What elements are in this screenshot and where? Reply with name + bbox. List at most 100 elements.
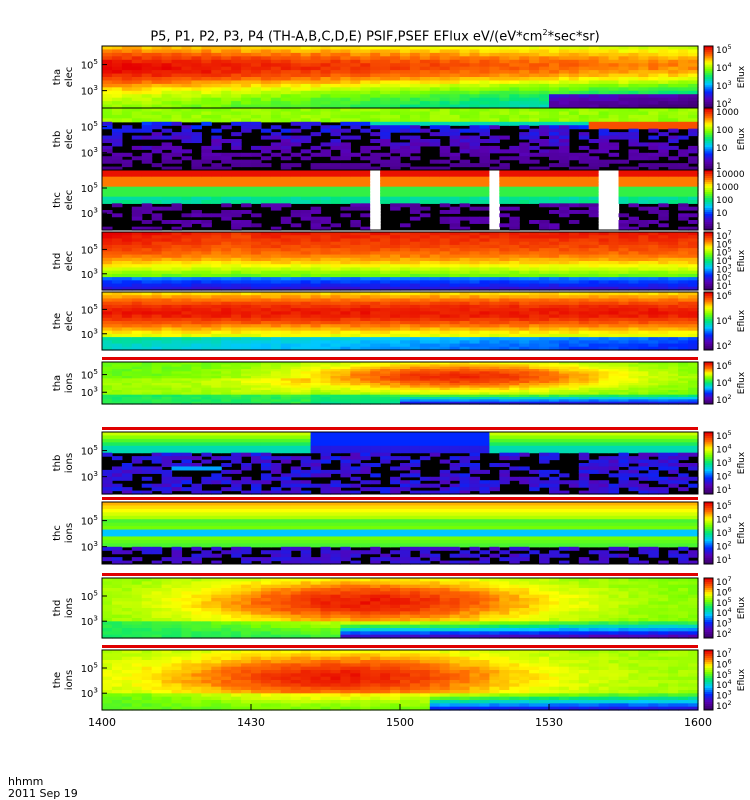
spectrogram-cell — [668, 63, 679, 68]
spectrogram-cell — [479, 273, 490, 278]
spectrogram-cell — [549, 267, 560, 272]
spectrogram-cell — [598, 46, 610, 51]
spectrogram-cell — [479, 327, 490, 332]
spectrogram-cell — [320, 173, 332, 178]
spectrogram-cell — [241, 340, 252, 345]
spectrogram-cell — [539, 63, 550, 68]
spectrogram-cell — [161, 232, 173, 236]
spectrogram-cell — [638, 220, 649, 224]
spectrogram-cell — [688, 49, 699, 54]
spectrogram-cell — [270, 317, 282, 322]
spectrogram-cell — [400, 314, 411, 319]
spectrogram-cell — [608, 210, 620, 214]
spectrogram-cell — [340, 324, 351, 329]
spectrogram-cell — [270, 176, 282, 181]
spectrogram-cell — [370, 257, 381, 262]
spectrogram-cell — [648, 190, 659, 194]
spectrogram-cell — [151, 49, 163, 54]
spectrogram-cell — [419, 139, 431, 144]
spectrogram-cell — [151, 280, 163, 285]
spectrogram-cell — [578, 186, 590, 191]
spectrogram-cell — [151, 295, 163, 300]
spectrogram-cell — [201, 186, 212, 191]
spectrogram-cell — [449, 80, 461, 85]
spectrogram-cell — [141, 203, 153, 208]
spectrogram-cell — [499, 176, 510, 181]
spectrogram-cell — [191, 125, 202, 130]
spectrogram-cell — [449, 324, 461, 329]
spectrogram-cell — [658, 311, 669, 316]
spectrogram-cell — [211, 317, 222, 322]
spectrogram-cell — [419, 232, 431, 236]
colorbar-segment — [704, 200, 713, 203]
spectrogram-cell — [558, 56, 570, 61]
spectrogram-cell — [568, 176, 580, 181]
spectrogram-cell — [280, 241, 292, 246]
spectrogram-cell — [429, 59, 441, 64]
spectrogram-cell — [181, 308, 192, 312]
spectrogram-cell — [598, 149, 610, 154]
spectrogram-cell — [539, 273, 550, 278]
spectrogram-cell — [608, 118, 620, 123]
spectrogram-cell — [231, 59, 242, 64]
spectrogram-cell — [201, 156, 212, 161]
spectrogram-cell — [350, 337, 361, 341]
spectrogram-cell — [280, 49, 292, 54]
spectrogram-cell — [260, 321, 272, 325]
spectrogram-cell — [658, 66, 669, 71]
spectrogram-cell — [231, 235, 242, 240]
spectrogram-cell — [350, 193, 361, 198]
spectrogram-cell — [429, 80, 441, 85]
spectrogram-cell — [141, 156, 153, 161]
spectrogram-cell — [191, 190, 202, 194]
spectrogram-cell — [499, 283, 510, 288]
spectrogram-cell — [628, 70, 639, 75]
spectrogram-cell — [409, 52, 421, 57]
spectrogram-cell — [310, 267, 322, 272]
spectrogram-cell — [459, 46, 471, 51]
spectrogram-cell — [519, 186, 530, 191]
spectrogram-cell — [409, 244, 421, 249]
spectrogram-cell — [231, 193, 242, 198]
spectrogram-cell — [648, 330, 659, 335]
spectrogram-cell — [588, 170, 600, 174]
colorbar-segment — [704, 322, 713, 326]
spectrogram-cell — [618, 66, 630, 71]
spectrogram-cell — [330, 346, 341, 351]
spectrogram-cell — [340, 244, 351, 249]
spectrogram-cell — [479, 156, 490, 161]
spectrogram-cell — [330, 90, 341, 95]
spectrogram-cell — [400, 128, 411, 133]
colorbar-segment — [704, 85, 713, 88]
spectrogram-cell — [400, 301, 411, 306]
spectrogram-cell — [638, 94, 649, 99]
spectrogram-cell — [568, 111, 580, 116]
spectrogram-cell — [509, 301, 520, 306]
spectrogram-cell — [181, 183, 192, 188]
spectrogram-cell — [499, 254, 510, 259]
spectrogram-cell — [489, 46, 500, 51]
spectrogram-cell — [509, 190, 520, 194]
spectrogram-cell — [102, 362, 113, 365]
spectrogram-cell — [598, 223, 610, 228]
spectrogram-cell — [419, 190, 431, 194]
spectrogram-cell — [151, 346, 163, 351]
spectrogram-cell — [479, 125, 490, 130]
spectrogram-cell — [628, 114, 639, 119]
spectrogram-cell — [320, 108, 332, 113]
spectrogram-cell — [539, 330, 550, 335]
spectrogram-cell — [370, 311, 381, 316]
spectrogram-cell — [270, 111, 282, 116]
spectrogram-cell — [260, 254, 272, 259]
spectrogram-cell — [400, 80, 411, 85]
spectrogram-cell — [658, 346, 669, 351]
colorbar-segment — [704, 251, 713, 254]
spectrogram-cell — [111, 337, 123, 341]
spectrogram-cell — [479, 267, 490, 272]
spectrogram-cell — [429, 337, 441, 341]
spectrogram-cell — [598, 324, 610, 329]
spectrogram-cell — [449, 273, 461, 278]
spectrogram-cell — [608, 248, 620, 252]
spectrogram-cell — [370, 206, 381, 211]
spectrogram-cell — [519, 125, 530, 130]
